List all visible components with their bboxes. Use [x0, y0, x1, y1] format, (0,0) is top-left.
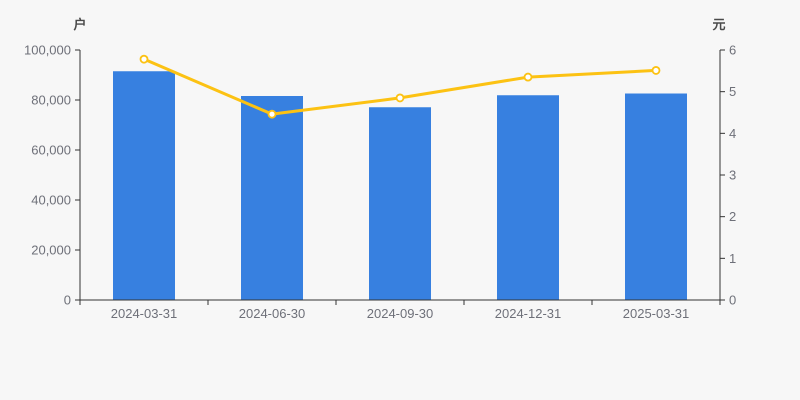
data-point-marker[interactable] — [267, 109, 277, 119]
y-axis-left-tick-label: 40,000 — [31, 193, 71, 208]
x-axis-category-label: 2024-06-30 — [239, 306, 306, 321]
right-axis-unit-label: 元 — [712, 17, 726, 32]
y-axis-right-tick-label: 5 — [729, 84, 736, 99]
bar[interactable] — [113, 71, 175, 300]
left-axis-unit-label: 户 — [73, 17, 87, 32]
y-axis-left-tick-label: 20,000 — [31, 243, 71, 258]
data-point-marker[interactable] — [523, 72, 533, 82]
y-axis-left-tick-label: 0 — [64, 293, 71, 308]
y-axis-right-tick-label: 6 — [729, 43, 736, 58]
y-axis-left-tick-label: 80,000 — [31, 93, 71, 108]
y-axis-right-tick-label: 3 — [729, 168, 736, 183]
y-axis-left-tick-label: 100,000 — [24, 43, 71, 58]
y-axis-right-tick-label: 0 — [729, 293, 736, 308]
x-axis-category-label: 2024-09-30 — [367, 306, 434, 321]
x-axis-category-label: 2025-03-31 — [623, 306, 690, 321]
data-point-marker[interactable] — [395, 93, 405, 103]
bar[interactable] — [369, 107, 431, 300]
y-axis-right-tick-label: 4 — [729, 126, 736, 141]
trend-line — [142, 57, 658, 116]
data-point-marker[interactable] — [139, 54, 149, 64]
x-axis-category-label: 2024-12-31 — [495, 306, 562, 321]
data-point-marker[interactable] — [651, 66, 661, 75]
y-axis-right-tick-label: 2 — [729, 209, 736, 224]
y-axis-left-tick-label: 60,000 — [31, 143, 71, 158]
y-axis-right-tick-label: 1 — [729, 251, 736, 266]
x-axis-category-label: 2024-03-31 — [111, 306, 178, 321]
bar[interactable] — [497, 95, 559, 300]
bar[interactable] — [241, 96, 303, 300]
bar[interactable] — [625, 93, 687, 301]
